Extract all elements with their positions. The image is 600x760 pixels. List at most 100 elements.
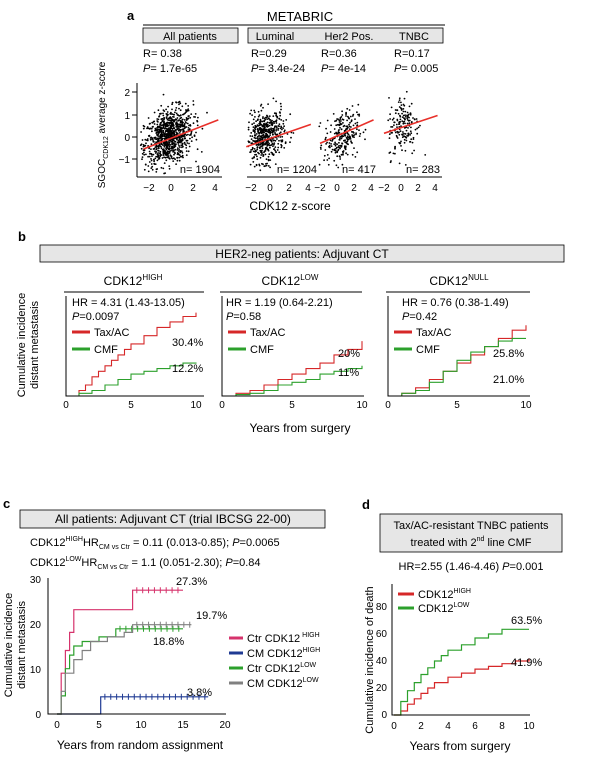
scatter-point — [340, 116, 343, 118]
scatter-point — [176, 152, 179, 154]
scatter-point — [177, 124, 179, 127]
scatter-point — [193, 135, 196, 138]
p-value-her2: P= 4e-14 — [321, 63, 366, 75]
scatter-point — [166, 156, 169, 159]
scatter-point — [276, 149, 279, 151]
scatter-point — [335, 132, 338, 135]
scatter-point — [283, 125, 285, 128]
scatter-point — [259, 143, 262, 146]
scatter-layer — [139, 90, 438, 175]
scatter-point — [170, 157, 173, 159]
scatter-point — [247, 126, 250, 129]
scatter-point — [261, 162, 263, 165]
scatter-point — [277, 146, 280, 149]
scatter-point — [399, 130, 402, 133]
scatter-point — [265, 135, 268, 138]
panel-b-label: b — [18, 229, 26, 244]
scatter-point — [165, 108, 168, 111]
scatter-point — [251, 157, 254, 160]
scatter-point — [335, 164, 338, 167]
scatter-point — [160, 166, 163, 169]
b-hr-high: HR = 4.31 (1.43-13.05) — [72, 297, 185, 309]
scatter-point — [336, 143, 339, 146]
scatter-point — [164, 156, 167, 159]
scatter-point — [162, 167, 165, 170]
d-axes — [391, 584, 530, 716]
d-xtick: 2 — [418, 721, 424, 732]
c-series-0 — [57, 587, 183, 715]
scatter-point — [188, 145, 191, 148]
legend-label: Tax/AC — [416, 327, 452, 339]
scatter-point — [336, 155, 339, 158]
scatter-point — [155, 128, 158, 131]
scatter-point — [326, 154, 329, 156]
scatter-point — [194, 113, 197, 115]
scatter-point — [276, 116, 279, 119]
scatter-point — [253, 122, 255, 124]
scatter-point — [351, 135, 354, 138]
scatter-point — [405, 129, 408, 132]
scatter-point — [252, 161, 255, 163]
scatter-point — [170, 155, 173, 158]
scatter-point — [185, 147, 188, 149]
scatter-point — [166, 118, 169, 121]
scatter-point — [271, 142, 274, 145]
scatter-point — [168, 127, 170, 129]
scatter-point — [400, 101, 402, 104]
scatter-point — [173, 126, 175, 129]
scatter-point — [392, 152, 395, 155]
scatter-point — [250, 138, 253, 141]
scatter-point — [266, 130, 268, 133]
scatter-point — [359, 132, 362, 135]
scatter-point — [396, 137, 399, 139]
scatter-point — [352, 124, 355, 127]
p-value-luminal: P= 3.4e-24 — [251, 63, 305, 75]
scatter-point — [348, 123, 350, 126]
scatter-point — [275, 122, 278, 124]
scatter-point — [397, 132, 399, 134]
b-xtick: 5 — [289, 400, 295, 411]
scatter-point — [256, 127, 259, 130]
scatter-point — [336, 150, 339, 153]
subset-name-luminal: Luminal — [256, 31, 295, 43]
scatter-point — [364, 128, 367, 131]
scatter-point — [163, 141, 165, 144]
b-legends: Tax/AC CMF Tax/AC CMF Tax/AC CMF — [72, 327, 452, 356]
scatter-point — [165, 153, 168, 155]
scatter-point — [150, 127, 153, 130]
scatter-point — [253, 127, 256, 129]
scatter-point — [289, 113, 292, 116]
p-value-tnbc: P= 0.005 — [394, 63, 438, 75]
scatter-point — [389, 118, 391, 120]
r-value-all: R= 0.38 — [143, 48, 182, 60]
scatter-point — [192, 103, 195, 106]
scatter-point — [394, 131, 397, 134]
scatter-point — [166, 123, 168, 125]
scatter-point — [148, 134, 151, 137]
scatter-point — [267, 117, 270, 120]
scatter-point — [257, 144, 260, 147]
scatter-point — [171, 129, 174, 131]
scatter-point — [260, 142, 262, 145]
scatter-point — [183, 119, 186, 121]
scatter-point — [271, 152, 274, 154]
scatter-point — [176, 157, 179, 159]
scatter-point — [262, 154, 265, 157]
a-xtick: 2 — [286, 183, 292, 194]
scatter-point — [331, 148, 334, 151]
scatter-point — [175, 131, 178, 134]
scatter-point — [264, 136, 266, 139]
scatter-point — [268, 115, 271, 117]
scatter-point — [179, 121, 182, 124]
scatter-point — [168, 148, 171, 151]
scatter-point — [282, 127, 285, 129]
a-xtick: 4 — [368, 183, 374, 194]
scatter-point — [174, 158, 177, 161]
scatter-point — [189, 116, 192, 119]
scatter-point — [173, 151, 176, 154]
scatter-point — [165, 133, 168, 135]
scatter-point — [157, 133, 160, 136]
scatter-point — [268, 153, 271, 156]
scatter-point — [333, 143, 336, 146]
scatter-point — [278, 117, 280, 120]
